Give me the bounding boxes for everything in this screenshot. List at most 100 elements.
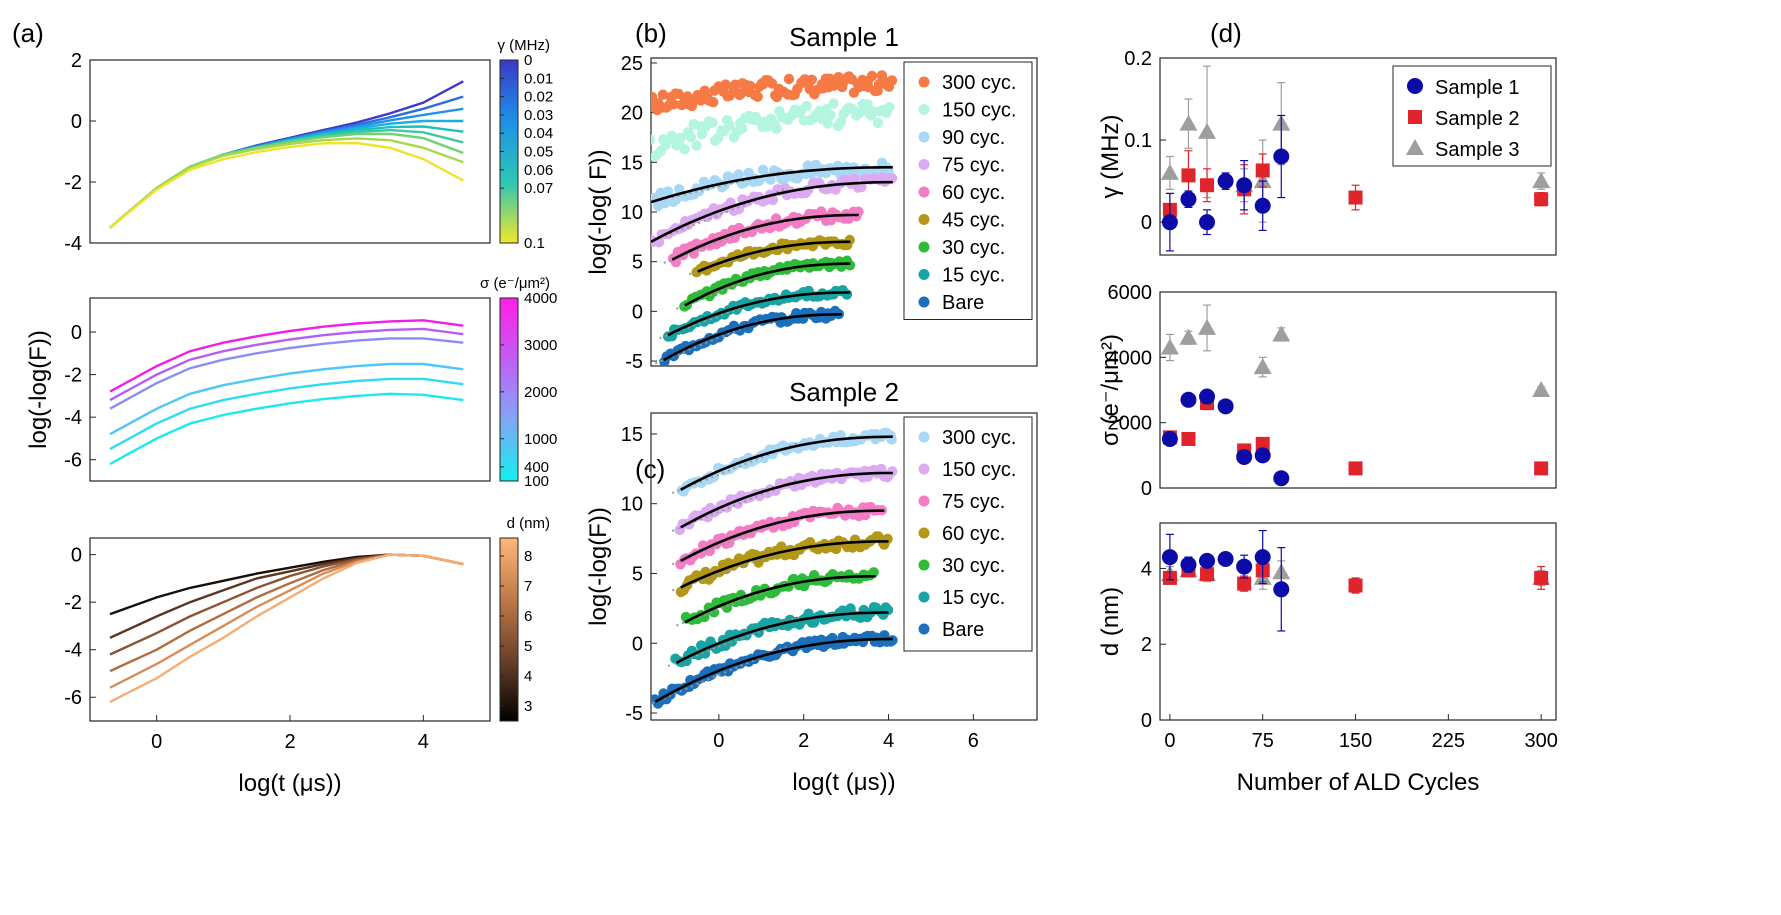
data-point xyxy=(886,173,898,184)
panel-label-a: (a) xyxy=(12,18,44,48)
marker-triangle xyxy=(1160,338,1179,355)
fit-line xyxy=(684,262,851,307)
colorbar-tick-label: 5 xyxy=(524,638,532,655)
y-tick-label: 15 xyxy=(621,152,643,174)
series-line-5 xyxy=(109,553,464,656)
fit-line xyxy=(663,313,842,362)
plot-d3-frame xyxy=(1159,522,1557,721)
legend-label: Sample 1 xyxy=(1435,77,1520,99)
series-Sample 1 xyxy=(1161,114,1290,252)
y-tick-label: 2 xyxy=(71,50,82,72)
legend-label: 60 cyc. xyxy=(942,523,1005,545)
data-point xyxy=(862,99,873,110)
series-30 cyc. xyxy=(676,255,856,312)
colorbar-tick-label: 0.06 xyxy=(524,162,553,179)
data-point xyxy=(752,91,763,102)
plot-d1: 0 0.1 0.2 γ (MHz) Sample 1 Sample 2 Sample 3 xyxy=(1097,48,1557,256)
x-tick-label: 2 xyxy=(284,731,295,753)
y-axis-label-d1: γ (MHz) xyxy=(1097,115,1124,199)
series-Sample 3 xyxy=(1160,304,1551,397)
data-point xyxy=(765,174,776,185)
chart-title-c: Sample 2 xyxy=(789,377,899,407)
plot-c-frame xyxy=(650,412,1038,721)
data-point xyxy=(837,0,847,5)
data-point xyxy=(825,109,836,121)
data-point xyxy=(708,97,719,108)
x-tick-label: 75 xyxy=(1252,730,1274,752)
data-point xyxy=(767,194,779,206)
guide-line xyxy=(688,244,782,276)
marker-square xyxy=(1534,192,1549,207)
data-point xyxy=(679,144,690,155)
x-tick-label: 4 xyxy=(883,730,894,752)
legend-label: 60 cyc. xyxy=(942,182,1005,204)
marker-circle xyxy=(1161,549,1178,566)
legend-marker xyxy=(918,591,930,603)
series-line-0.07 xyxy=(109,137,464,229)
legend-marker xyxy=(918,214,930,225)
series-line-7 xyxy=(109,553,464,689)
data-point xyxy=(802,160,814,171)
legend-label: 15 cyc. xyxy=(942,265,1005,287)
marker-triangle xyxy=(1198,318,1217,335)
data-point xyxy=(766,78,778,89)
legend-c: 300 cyc. 150 cyc. 75 cyc. 60 cyc. 30 cyc. 15 … xyxy=(903,416,1033,652)
fit-line xyxy=(680,509,885,563)
data-point xyxy=(801,100,812,112)
legend-marker xyxy=(918,104,930,115)
y-tick-label: 0 xyxy=(71,545,82,567)
fit-line xyxy=(667,291,851,337)
series-line-0.1 xyxy=(109,141,464,229)
plot-b: -5 0 5 10 15 20 25 Sample 1 log(-log( F)) 300 cyc… xyxy=(585,0,1038,373)
fit-line xyxy=(671,213,859,261)
chart-title-b: Sample 1 xyxy=(789,22,899,52)
fit-line xyxy=(680,471,893,529)
data-point xyxy=(666,130,677,142)
data-point xyxy=(872,117,884,129)
x-tick-label: 2 xyxy=(798,730,809,752)
legend-label: 90 cyc. xyxy=(942,127,1005,149)
marker-circle xyxy=(1217,398,1234,415)
data-point xyxy=(876,70,888,81)
data-point xyxy=(673,88,684,100)
legend-marker xyxy=(918,296,930,308)
colorbar-tick-label: 1000 xyxy=(524,431,557,448)
data-point xyxy=(736,123,748,134)
marker-triangle xyxy=(1179,114,1198,131)
y-axis-label-a2: log(-log(F)) xyxy=(25,330,52,449)
data-point xyxy=(675,132,686,144)
y-tick-label: 10 xyxy=(621,202,643,224)
legend-marker xyxy=(918,76,930,88)
y-tick-label: -2 xyxy=(64,592,82,614)
legend-label: Bare xyxy=(942,292,984,314)
y-tick-label: 4 xyxy=(1141,558,1152,580)
x-tick-label: 225 xyxy=(1432,730,1465,752)
data-point xyxy=(806,74,817,86)
marker-triangle xyxy=(1179,328,1198,345)
data-point xyxy=(810,159,821,170)
colorbar-tick-label: 100 xyxy=(524,473,549,490)
legend-marker xyxy=(918,269,930,280)
plot-a2-frame xyxy=(89,297,491,482)
y-tick-label: 0 xyxy=(1141,212,1152,234)
colorbar-tick-label: 3000 xyxy=(524,337,557,354)
marker-triangle xyxy=(1160,163,1179,180)
data-point xyxy=(707,117,718,128)
marker-circle xyxy=(1199,388,1216,405)
colorbar-title-a2: σ (e⁻/μm²) xyxy=(480,275,550,292)
colorbar-tick-label: 3 xyxy=(524,698,532,715)
legend-d1: Sample 1 Sample 2 Sample 3 xyxy=(1392,65,1552,167)
y-tick-label: -4 xyxy=(64,407,82,429)
marker-square xyxy=(1200,567,1215,582)
legend-label: Bare xyxy=(942,619,984,641)
marker-square xyxy=(1408,110,1422,124)
marker-square xyxy=(1181,432,1196,446)
legend-marker xyxy=(918,495,930,507)
guide-line xyxy=(671,478,798,532)
data-point xyxy=(887,466,898,477)
colorbar-title-a3: d (nm) xyxy=(507,515,550,532)
x-tick-label: 0 xyxy=(151,731,162,753)
marker-circle xyxy=(1273,581,1290,598)
y-tick-label: 4000 xyxy=(1108,347,1153,369)
data-point xyxy=(844,260,856,271)
